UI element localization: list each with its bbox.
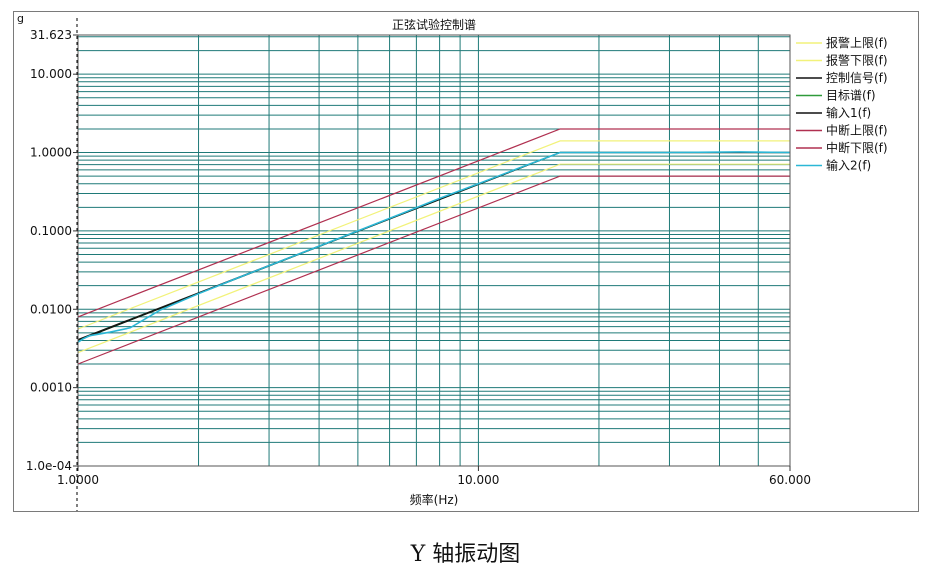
legend-entry-label: 报警上限(f) <box>826 35 888 50</box>
legend-entry-label: 中断上限(f) <box>826 123 888 138</box>
legend-entry-label: 目标谱(f) <box>826 89 876 103</box>
chart-svg: 31.623 10.000 1.0000 0.1000 0.0100 0.0010 1.0e… <box>17 12 888 511</box>
y-axis-label: g <box>17 12 24 25</box>
y-tick-label: 0.0010 <box>30 381 72 395</box>
series-line-8 <box>77 151 791 343</box>
y-tick-label: 10.000 <box>30 67 72 81</box>
y-tick-label: 1.0e-04 <box>26 459 72 473</box>
series-line-6 <box>77 128 790 318</box>
series-line-7 <box>77 175 790 365</box>
legend-entry-label: 输入2(f) <box>826 158 871 173</box>
series-line-1 <box>77 140 790 330</box>
y-tick-label: 0.0100 <box>30 302 72 316</box>
x-axis-label: 频率(Hz) <box>410 492 459 507</box>
legend-entry-label: 报警下限(f) <box>826 53 888 68</box>
series-line-2 <box>77 163 790 354</box>
chart-title: 正弦试验控制谱 <box>392 17 476 32</box>
figure-caption: Y 轴振动图 <box>410 542 521 567</box>
x-tick-label: 60.000 <box>769 473 811 487</box>
x-tick-label: 10.000 <box>457 473 499 487</box>
plot-border <box>77 34 791 467</box>
legend-entry-label: 输入1(f) <box>826 105 871 120</box>
chart-frame: 31.623 10.000 1.0000 0.1000 0.0100 0.0010 1.0e… <box>13 11 919 512</box>
y-tick-label: 31.623 <box>30 28 72 42</box>
legend-entry-label: 控制信号(f) <box>826 71 888 85</box>
y-tick-label: 0.1000 <box>30 224 72 238</box>
legend-entry-label: 中断下限(f) <box>826 140 888 155</box>
plot-background <box>78 35 790 466</box>
legend: 报警上限(f) 报警下限(f) 控制信号(f) 目标谱(f) 输入1(f) 中断上限(f)… <box>796 35 888 173</box>
y-tick-label: 1.0000 <box>30 146 72 160</box>
x-tick-label: 1.0000 <box>57 473 99 487</box>
